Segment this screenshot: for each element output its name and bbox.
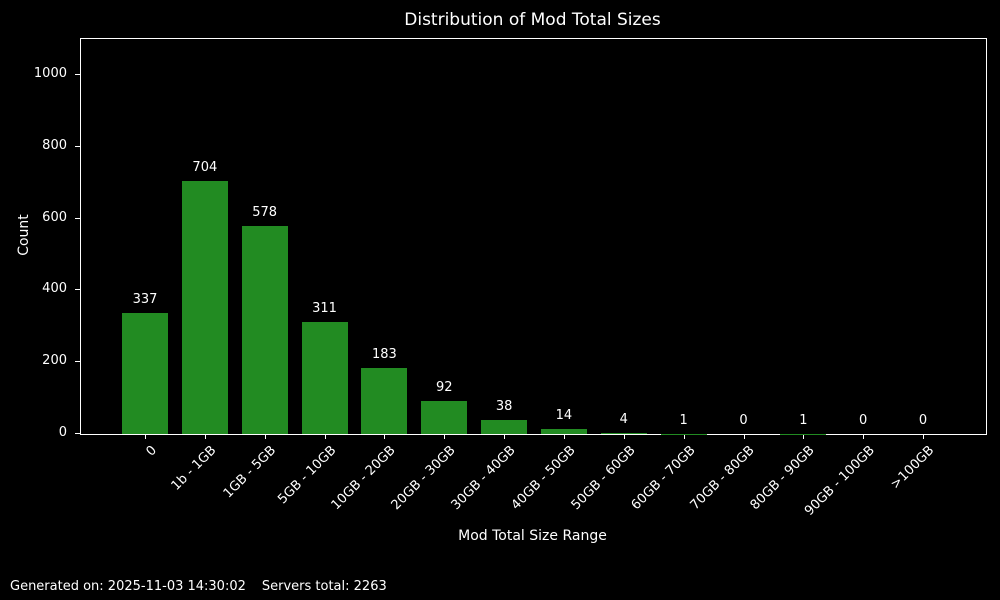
plot-area xyxy=(80,38,987,435)
x-tick xyxy=(204,435,206,439)
y-tick xyxy=(75,217,80,219)
bar-value-label: 38 xyxy=(495,399,513,415)
bar-value-label: 1 xyxy=(799,412,808,428)
x-tick xyxy=(683,435,685,439)
x-tick-label: 5GB - 10GB xyxy=(274,443,340,508)
y-tick-label: 600 xyxy=(42,209,67,225)
x-tick xyxy=(384,435,386,439)
x-tick xyxy=(324,435,326,439)
x-tick-label: 1b - 1GB xyxy=(168,443,220,494)
bar-value-label: 0 xyxy=(859,413,868,428)
x-tick xyxy=(444,435,446,439)
bar-value-label: 14 xyxy=(555,407,573,423)
bar-value-label: 578 xyxy=(252,205,278,221)
y-tick-label: 1000 xyxy=(33,65,67,81)
x-tick xyxy=(563,435,565,439)
bar xyxy=(361,368,408,434)
y-tick-label: 200 xyxy=(42,353,67,369)
x-tick xyxy=(743,435,745,439)
x-tick xyxy=(623,435,625,439)
bar xyxy=(122,313,168,434)
bar-value-label: 704 xyxy=(192,160,218,176)
x-tick xyxy=(863,435,865,439)
y-tick xyxy=(75,433,80,434)
bar-value-label: 0 xyxy=(918,413,928,428)
x-tick xyxy=(923,435,925,439)
bar-value-label: 0 xyxy=(739,413,748,428)
bar-value-label: 311 xyxy=(312,301,337,317)
y-tick-label: 800 xyxy=(42,137,67,153)
bar xyxy=(540,428,587,434)
x-tick-label: 1GB - 5GB xyxy=(220,443,280,502)
bar-value-label: 183 xyxy=(371,347,397,363)
y-tick xyxy=(75,145,80,147)
bar xyxy=(181,181,228,434)
y-tick xyxy=(75,73,80,75)
x-tick xyxy=(264,435,266,439)
generated-on-text: Generated on: 2025-11-03 14:30:02 xyxy=(10,579,246,594)
bar xyxy=(481,420,528,434)
bar xyxy=(600,432,647,434)
bar-value-label: 1 xyxy=(679,412,688,428)
x-tick xyxy=(145,435,146,439)
x-axis-label: Mod Total Size Range xyxy=(458,528,607,544)
servers-total-text: Servers total: 2263 xyxy=(261,579,387,594)
x-tick xyxy=(803,435,805,439)
chart-title: Distribution of Mod Total Sizes xyxy=(404,10,661,30)
bar-value-label: 4 xyxy=(619,411,628,427)
x-tick xyxy=(504,435,506,439)
y-tick xyxy=(75,361,80,363)
y-tick-label: 0 xyxy=(58,425,67,440)
x-tick-label: 0 xyxy=(143,443,160,460)
bar-value-label: 92 xyxy=(435,379,453,395)
footer: Generated on: 2025-11-03 14:30:02 Server… xyxy=(10,579,387,594)
x-tick-label: >100GB xyxy=(888,443,938,493)
bar xyxy=(301,322,348,434)
y-tick xyxy=(75,289,80,291)
bar-value-label: 337 xyxy=(132,291,158,307)
bar xyxy=(421,400,468,434)
bar xyxy=(241,226,288,434)
y-tick-label: 400 xyxy=(42,281,67,297)
